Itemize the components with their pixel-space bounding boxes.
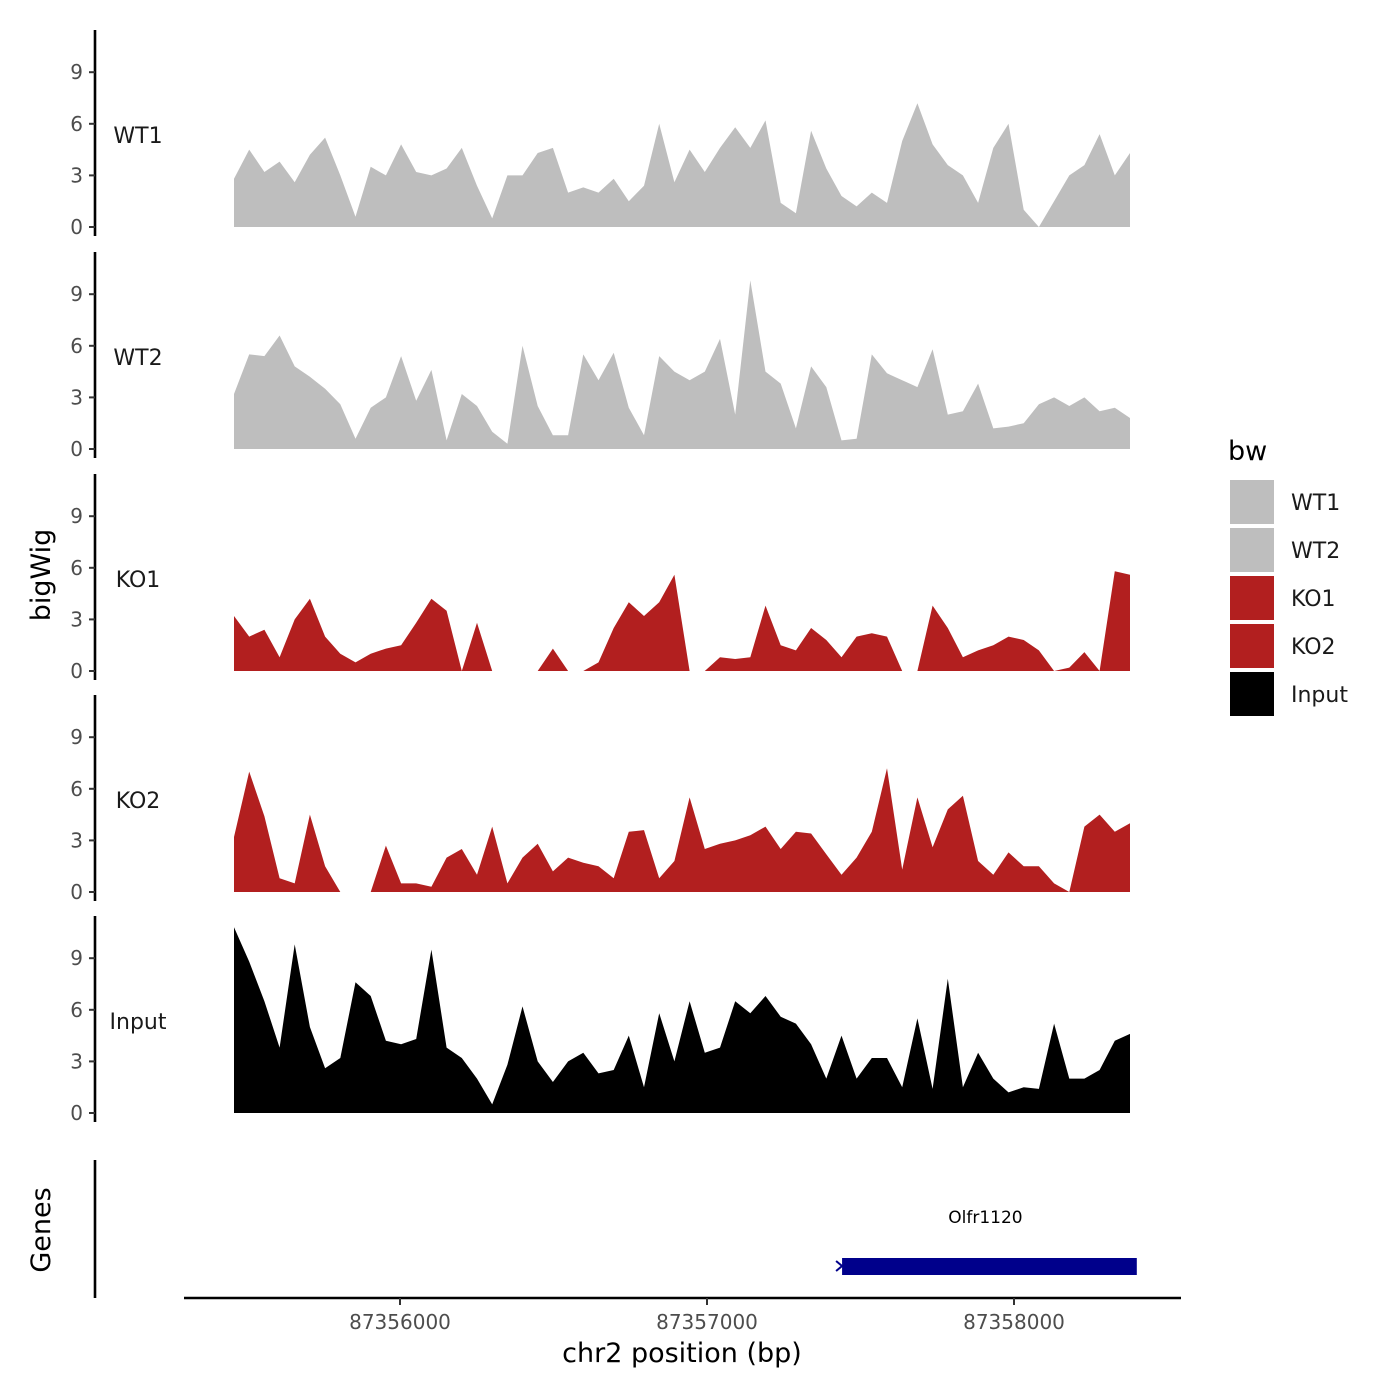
coverage-area-wt2 [234,280,1130,449]
y-axis-title: bigWig [26,529,57,622]
y-tick-label: 3 [70,607,83,631]
coverage-area-wt1 [234,103,1130,227]
y-tick-label: 6 [70,556,83,580]
y-tick-label: 3 [70,828,83,852]
x-axis: 87356000 87357000 87358000 [184,1296,1181,1334]
legend-label: WT1 [1291,491,1340,516]
track-label: WT1 [113,124,162,149]
y-tick-label: 6 [70,112,83,136]
legend: bw WT1 WT2 KO1 KO2 Input [1228,436,1348,716]
track-label: KO2 [116,789,161,814]
genes-track: Olfr1120 [93,1160,1137,1298]
y-tick-label: 9 [70,946,83,970]
track-ko1: 0 3 6 9 KO1 [70,474,1130,683]
strand-arrow-icon [835,1260,844,1272]
y-tick-label: 6 [70,998,83,1022]
track-label: KO1 [116,568,161,593]
legend-key-ko1 [1230,576,1274,620]
gene-body [842,1258,1137,1275]
coverage-area-ko1 [234,571,1130,671]
legend-label: Input [1291,683,1348,708]
y-tick-label: 3 [70,385,83,409]
track-wt1: 0 3 6 9 WT1 [70,30,1130,239]
gene-label: Olfr1120 [948,1208,1022,1228]
coverage-tracks: 0 3 6 9 WT1 0 3 6 9 WT2 0 3 6 9 KO1 0 3 6 9 KO2 0 3 6 9 Input [70,30,1130,1125]
coverage-area-ko2 [234,768,1130,892]
legend-title: bw [1228,436,1267,467]
track-ko2: 0 3 6 9 KO2 [70,695,1130,904]
track-wt2: 0 3 6 9 WT2 [70,252,1130,461]
y-tick-label: 6 [70,334,83,358]
y-tick-label: 9 [70,60,83,84]
legend-key-wt1 [1230,480,1274,524]
y-tick-label: 9 [70,504,83,528]
x-tick-label: 87356000 [349,1310,451,1334]
y-tick-label: 9 [70,725,83,749]
track-label: WT2 [113,346,162,371]
legend-label: KO2 [1291,635,1336,660]
x-tick-label: 87357000 [656,1310,758,1334]
y-tick-label: 0 [70,1101,83,1125]
y-tick-label: 3 [70,1049,83,1073]
legend-key-wt2 [1230,528,1274,572]
coverage-area-input [234,927,1130,1113]
x-tick-label: 87358000 [963,1310,1065,1334]
genes-axis-title: Genes [26,1187,57,1272]
y-tick-label: 0 [70,437,83,461]
x-axis-title: chr2 position (bp) [562,1338,802,1369]
y-tick-label: 6 [70,777,83,801]
y-tick-label: 0 [70,880,83,904]
y-tick-label: 9 [70,282,83,306]
legend-key-input [1230,672,1274,716]
y-tick-label: 3 [70,163,83,187]
legend-label: KO1 [1291,587,1336,612]
y-tick-label: 0 [70,659,83,683]
y-tick-label: 0 [70,215,83,239]
legend-label: WT2 [1291,539,1340,564]
track-input: 0 3 6 9 Input [70,916,1130,1125]
legend-key-ko2 [1230,624,1274,668]
track-label: Input [110,1010,167,1035]
